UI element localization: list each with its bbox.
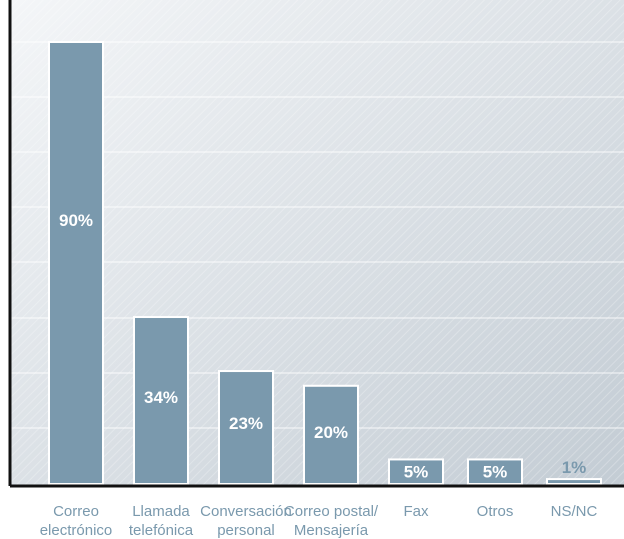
category-label: NS/NC — [551, 503, 598, 520]
category-label: Llamada — [132, 503, 190, 520]
category-label: Otros — [477, 503, 514, 520]
bar — [467, 458, 523, 486]
bar — [218, 370, 274, 485]
bar-value-label: 90% — [59, 211, 93, 230]
bar — [48, 41, 104, 485]
category-label: electrónico — [40, 522, 113, 539]
bar — [388, 458, 444, 486]
category-label: Mensajería — [294, 522, 369, 539]
category-label: Correo postal/ — [284, 503, 379, 520]
bar-value-label: 23% — [229, 414, 263, 433]
bars — [48, 41, 602, 486]
category-labels: Correo electrónico Llamada telefónica Conver… — [40, 503, 598, 539]
category-label: Correo — [53, 503, 99, 520]
category-label: Conversación — [200, 503, 292, 520]
bar — [303, 384, 359, 485]
data-labels: 90% 34% 23% 20% 5% 5% 1% — [59, 211, 586, 481]
bar-value-label: 5% — [404, 462, 429, 481]
bar-value-label: 20% — [314, 423, 348, 442]
category-label: telefónica — [129, 522, 194, 539]
bar — [546, 478, 602, 486]
bar-value-label: 5% — [483, 462, 508, 481]
bar-value-label: 34% — [144, 388, 178, 407]
bar — [133, 316, 189, 485]
category-label: Fax — [403, 503, 429, 520]
bar-value-label: 1% — [562, 458, 587, 477]
category-label: personal — [217, 522, 275, 539]
